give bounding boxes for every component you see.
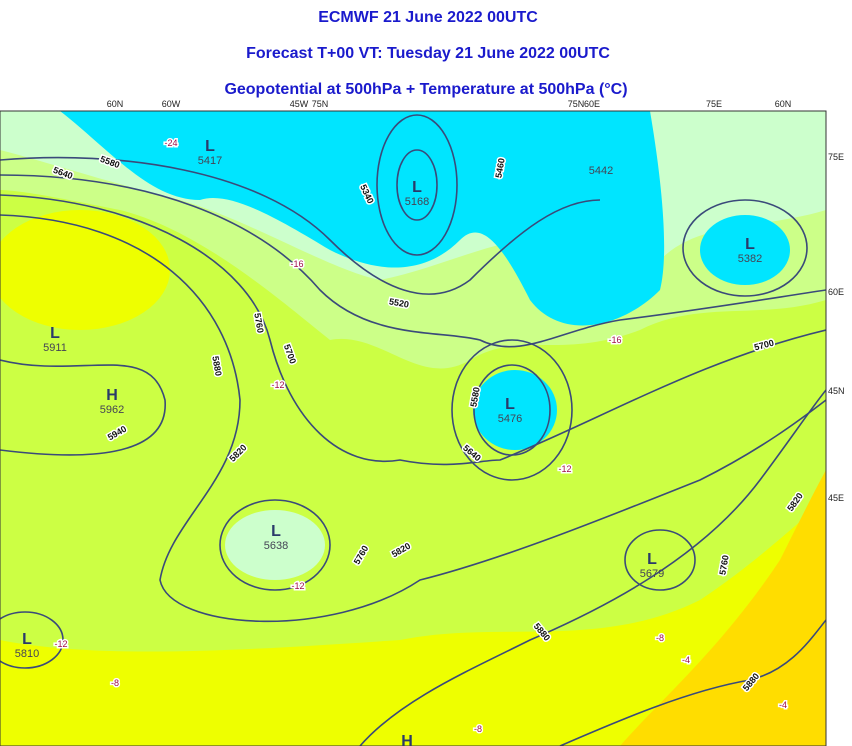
pressure-center-value: 5476 bbox=[498, 413, 522, 425]
temperature-label: -16 bbox=[608, 335, 621, 345]
contour bbox=[624, 529, 696, 591]
graticule-label: 75E bbox=[828, 152, 844, 162]
pressure-center-value: 5382 bbox=[738, 253, 762, 265]
graticule-label: 60N bbox=[775, 99, 792, 109]
contour bbox=[376, 114, 458, 256]
warm-zone bbox=[0, 500, 826, 746]
very-cold-zone bbox=[60, 111, 665, 326]
pressure-center-value: 5911 bbox=[43, 342, 67, 354]
contour bbox=[0, 156, 601, 295]
temperature-label: -8 bbox=[111, 678, 119, 688]
pressure-center-symbol: L bbox=[505, 396, 515, 413]
graticule-label: 75N bbox=[568, 99, 585, 109]
map-frame bbox=[0, 110, 827, 746]
temperature-label: -8 bbox=[656, 633, 664, 643]
cold-pool bbox=[473, 370, 557, 450]
field-description: Geopotential at 500hPa + Temperature at … bbox=[224, 81, 627, 98]
contour bbox=[219, 499, 331, 591]
contour bbox=[0, 359, 166, 456]
pressure-center-value: 5962 bbox=[100, 404, 124, 416]
contour bbox=[682, 199, 808, 297]
temperature-label: -24 bbox=[164, 138, 177, 148]
contour bbox=[396, 149, 438, 221]
pressure-center-symbol: L bbox=[745, 236, 755, 253]
temperature-label: -12 bbox=[271, 380, 284, 390]
contour bbox=[451, 339, 573, 481]
pressure-center-value: 5442 bbox=[589, 165, 613, 177]
pressure-center-symbol: L bbox=[271, 523, 281, 540]
contour bbox=[559, 619, 826, 746]
title: ECMWF 21 June 2022 00UTC bbox=[318, 9, 538, 26]
cold-pool bbox=[700, 215, 790, 285]
graticule-label: 45E bbox=[828, 493, 844, 503]
graticule-label: 60N bbox=[107, 99, 124, 109]
pressure-center-value: 5810 bbox=[15, 648, 39, 660]
temperature-label: -4 bbox=[682, 655, 690, 665]
temperature-label: -12 bbox=[54, 639, 67, 649]
contour bbox=[473, 364, 551, 456]
pressure-center-symbol: H bbox=[401, 733, 413, 746]
warm-pool bbox=[0, 210, 170, 330]
temperature-label: -8 bbox=[474, 724, 482, 734]
temperature-label: -16 bbox=[290, 259, 303, 269]
contour bbox=[0, 194, 826, 466]
pressure-center-symbol: L bbox=[412, 179, 422, 196]
pressure-center-value: 5679 bbox=[640, 568, 664, 580]
contour bbox=[359, 389, 826, 746]
cool-pool bbox=[225, 510, 325, 580]
forecast-time: Forecast T+00 VT: Tuesday 21 June 2022 0… bbox=[246, 45, 610, 62]
graticule-label: 75E bbox=[706, 99, 722, 109]
pressure-center-symbol: L bbox=[22, 631, 32, 648]
hot-zone bbox=[620, 470, 826, 746]
graticule-label: 60E bbox=[584, 99, 600, 109]
graticule-label: 45W bbox=[290, 99, 309, 109]
graticule-label: 60W bbox=[162, 99, 181, 109]
graticule-label: 75N bbox=[312, 99, 329, 109]
pressure-center-symbol: H bbox=[106, 387, 118, 404]
temperature-label: -4 bbox=[779, 700, 787, 710]
pressure-center-symbol: L bbox=[205, 138, 215, 155]
contour bbox=[0, 214, 826, 623]
pressure-center-symbol: L bbox=[50, 325, 60, 342]
pressure-center-value: 5638 bbox=[264, 540, 288, 552]
pressure-center-value: 5168 bbox=[405, 196, 429, 208]
graticule-label: 45N bbox=[828, 386, 845, 396]
map-area bbox=[0, 111, 826, 746]
pressure-center-symbol: L bbox=[647, 551, 657, 568]
temperature-label: -12 bbox=[291, 581, 304, 591]
temperature-label: -12 bbox=[558, 464, 571, 474]
contour bbox=[0, 174, 826, 348]
graticule-label: 60E bbox=[828, 287, 844, 297]
contour bbox=[0, 611, 64, 669]
pressure-center-value: 5417 bbox=[198, 155, 222, 167]
